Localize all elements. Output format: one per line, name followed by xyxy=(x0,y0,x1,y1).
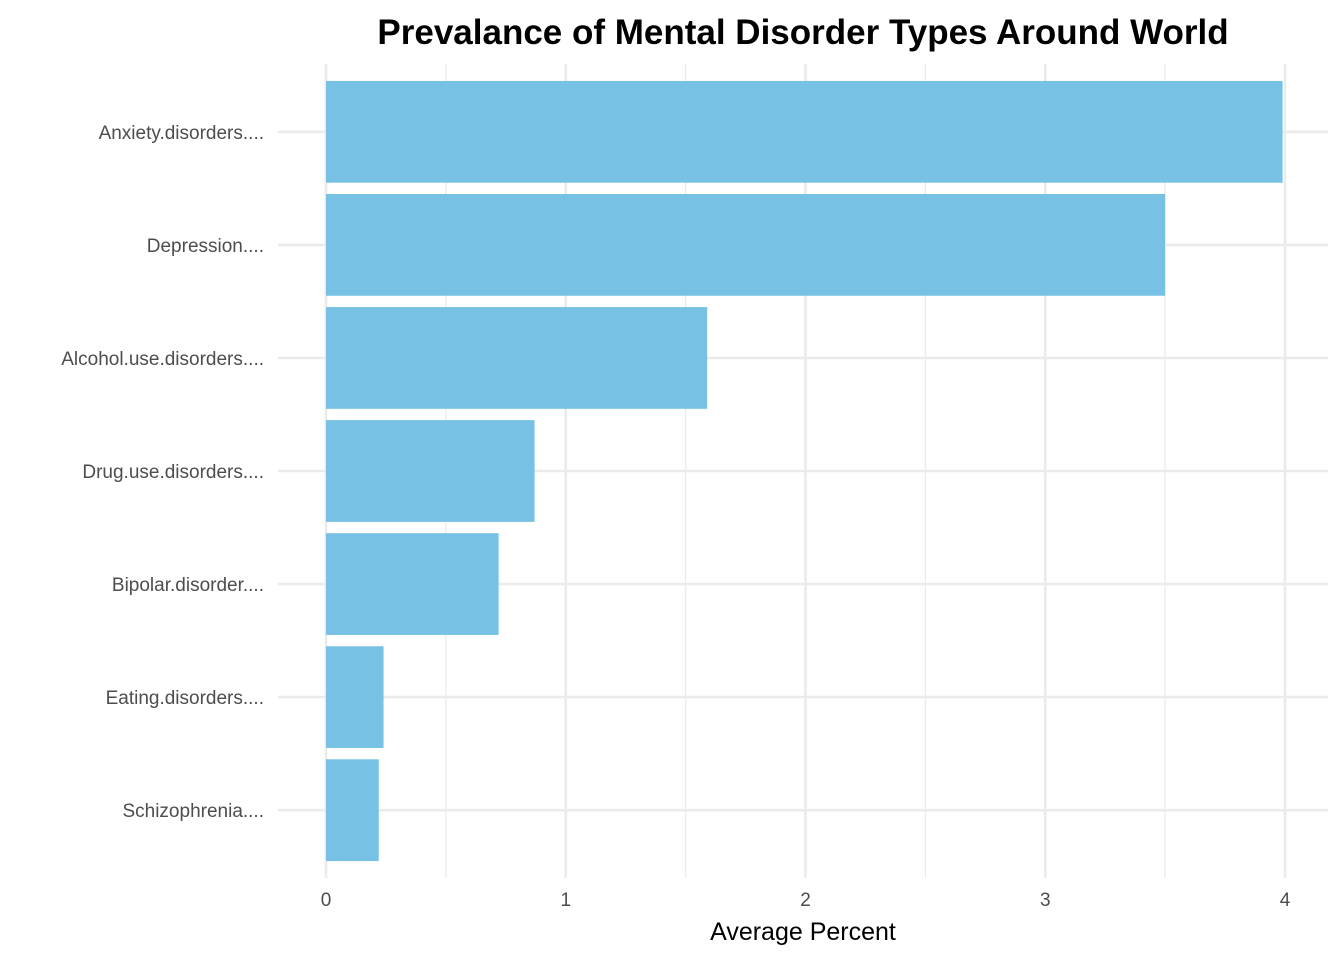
y-tick-label: Eating.disorders.... xyxy=(106,688,264,709)
x-tick-label: 2 xyxy=(800,890,811,911)
bar xyxy=(326,420,535,522)
bar xyxy=(326,307,708,409)
y-tick-label: Depression.... xyxy=(147,236,264,257)
y-axis-tick-labels: Anxiety.disorders.... Depression.... Alcoh… xyxy=(61,123,264,822)
y-tick-label: Drug.use.disorders.... xyxy=(82,462,264,483)
x-tick-label: 0 xyxy=(321,890,332,911)
x-tick-label: 3 xyxy=(1040,890,1051,911)
bar xyxy=(326,80,1283,183)
x-axis-title: Average Percent xyxy=(710,918,896,946)
chart-title: Prevalance of Mental Disorder Types Arou… xyxy=(377,13,1228,52)
bars xyxy=(326,80,1283,862)
bar xyxy=(326,646,384,748)
bar xyxy=(326,533,499,635)
bar xyxy=(326,759,379,862)
bar xyxy=(326,194,1166,296)
y-tick-label: Bipolar.disorder.... xyxy=(112,575,264,596)
x-axis-tick-labels: 0 1 2 3 4 xyxy=(321,890,1291,911)
y-tick-label: Alcohol.use.disorders.... xyxy=(61,349,264,370)
y-tick-label: Schizophrenia.... xyxy=(122,801,264,822)
x-tick-label: 1 xyxy=(560,890,571,911)
x-tick-label: 4 xyxy=(1280,890,1291,911)
y-tick-label: Anxiety.disorders.... xyxy=(99,123,264,144)
